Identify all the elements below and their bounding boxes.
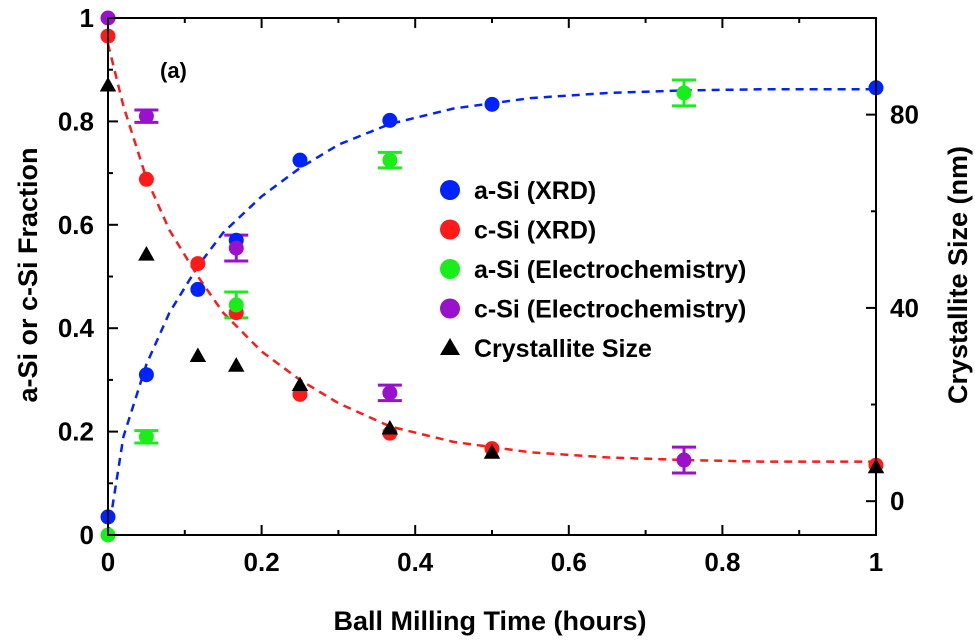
legend-marker — [440, 180, 460, 200]
marker-series-2 — [676, 85, 692, 101]
y-tick-label: 0.4 — [58, 313, 95, 343]
marker-series-4 — [483, 444, 501, 459]
panel-label: (a) — [160, 58, 187, 83]
legend: a-Si (XRD) c-Si (XRD) a-Si (Electrochemist… — [440, 177, 746, 363]
y-tick-label: 0 — [80, 520, 94, 550]
legend-marker — [440, 338, 460, 355]
tick-labels: 0 0.2 0.4 0.6 0.8 1 0 0.2 0.4 0.6 0.8 1 0 40 80 — [58, 3, 919, 577]
legend-label: a-Si (Electrochemistry) — [474, 256, 746, 284]
x-tick-label: 0.6 — [551, 547, 587, 577]
marker-series-4 — [138, 246, 155, 261]
marker-series-0 — [484, 96, 500, 112]
marker-series-0 — [190, 281, 206, 297]
y-axis-label: a-Si or c-Si Fraction — [13, 147, 43, 402]
marker-series-4 — [381, 419, 399, 435]
legend-label: Crystallite Size — [474, 335, 652, 363]
x-tick-label: 0.8 — [704, 547, 740, 577]
marker-series-3 — [676, 452, 692, 468]
marker-series-4 — [189, 347, 207, 363]
marker-series-3 — [382, 385, 398, 401]
y2-tick-label: 80 — [890, 100, 919, 130]
x-tick-label: 0 — [101, 547, 115, 577]
y-tick-label: 0.2 — [58, 417, 94, 447]
marker-series-2 — [228, 297, 244, 313]
y2-axis-label: Crystallite Size (nm) — [943, 146, 973, 404]
marker-series-3 — [138, 108, 154, 124]
fit-curve-0 — [106, 88, 876, 536]
legend-marker — [440, 298, 460, 319]
legend-label: c-Si (Electrochemistry) — [474, 296, 746, 324]
fit-curve-1 — [106, 43, 876, 463]
y2-tick-label: 0 — [890, 486, 904, 516]
fit-curves — [106, 43, 876, 536]
x-tick-label: 0.2 — [244, 547, 280, 577]
legend-label: c-Si (XRD) — [474, 217, 596, 245]
marker-series-4 — [228, 357, 245, 372]
legend-label: a-Si (XRD) — [474, 177, 596, 205]
data-markers — [99, 10, 885, 543]
marker-series-2 — [138, 429, 154, 445]
axes — [107, 17, 877, 536]
marker-series-0 — [138, 367, 154, 383]
y2-tick-label: 40 — [890, 293, 919, 323]
marker-series-1 — [138, 171, 154, 187]
legend-marker — [440, 259, 460, 279]
y-tick-label: 0.6 — [58, 210, 94, 240]
x-axis-label: Ball Milling Time (hours) — [333, 606, 646, 636]
marker-series-4 — [291, 376, 309, 392]
x-tick-label: 0.4 — [397, 547, 434, 577]
x-tick-label: 1 — [869, 547, 883, 577]
marker-series-0 — [292, 152, 308, 168]
marker-series-2 — [382, 152, 398, 168]
legend-marker — [440, 219, 460, 240]
y-tick-label: 1 — [80, 3, 94, 33]
marker-series-1 — [190, 256, 206, 272]
y-tick-label: 0.8 — [58, 106, 94, 136]
marker-series-3 — [228, 240, 244, 256]
marker-series-0 — [382, 112, 398, 128]
